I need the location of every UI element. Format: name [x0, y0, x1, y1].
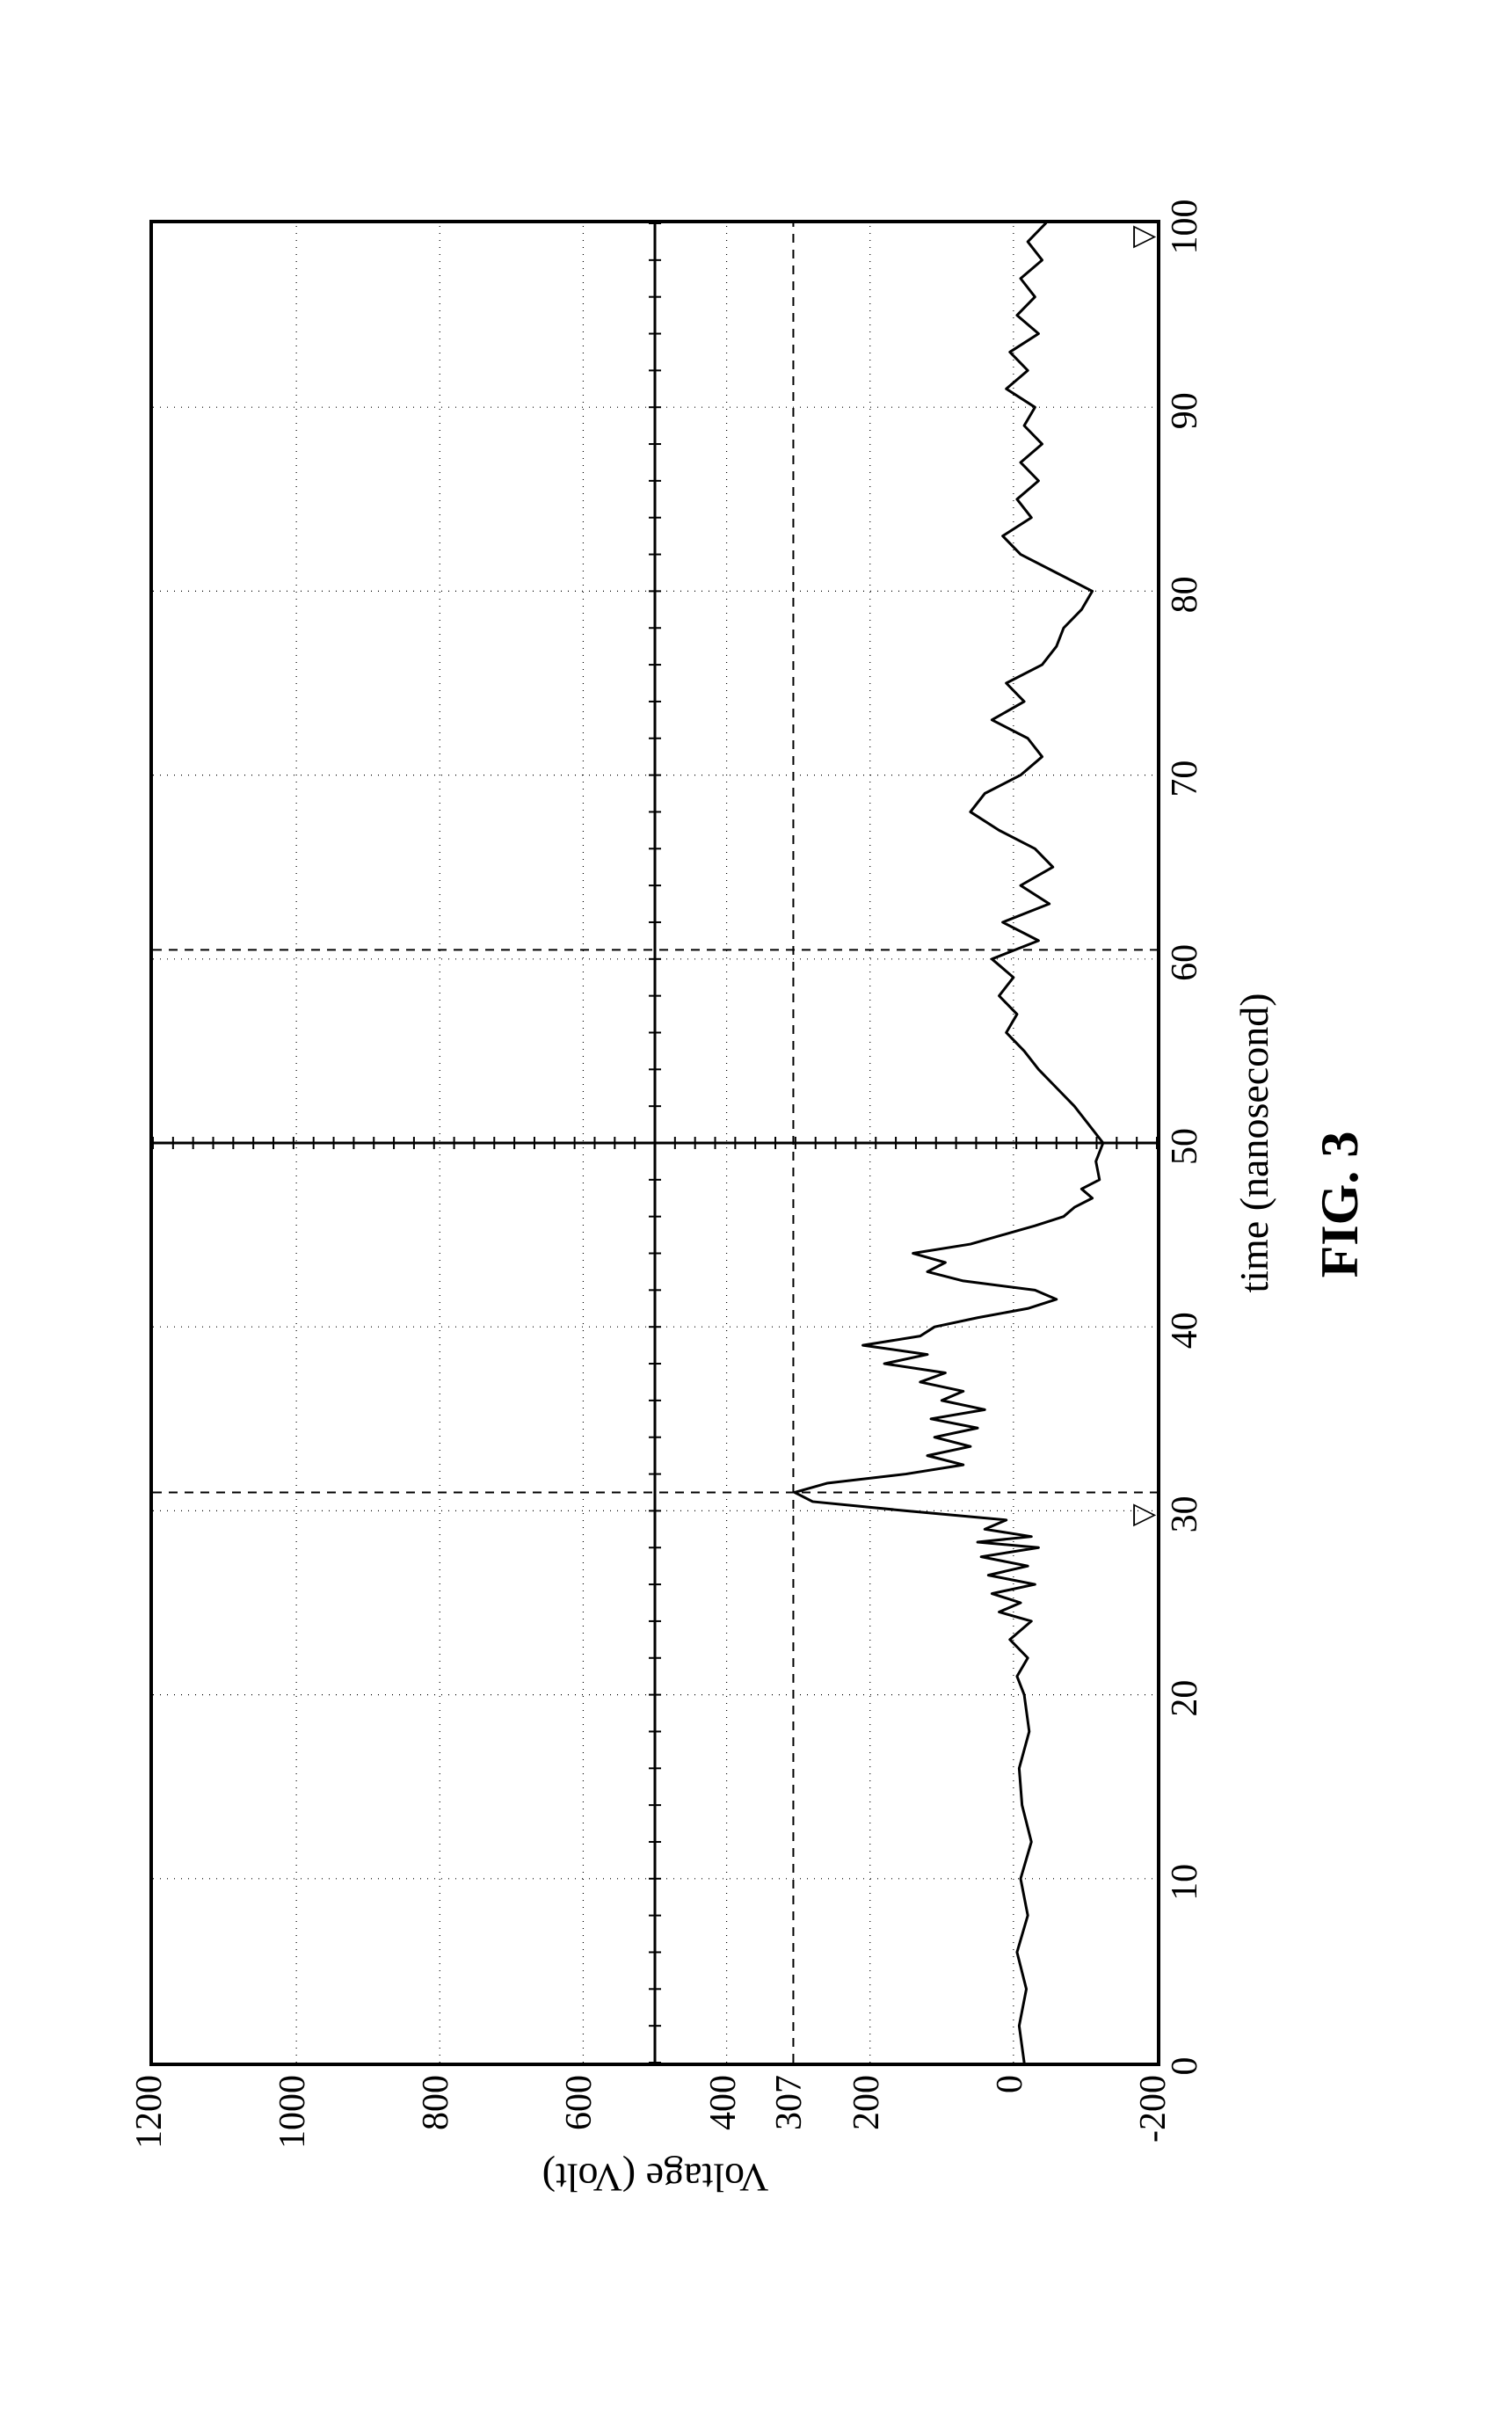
xtick-label: 20	[1164, 1663, 1206, 1734]
figure-caption: FIG. 3	[1310, 149, 1370, 2260]
y-axis-label-text: Voltage (Volt)	[542, 2154, 768, 2201]
xtick-label: 60	[1164, 928, 1206, 998]
x-axis-label: time (nanosecond)	[1231, 220, 1277, 2066]
xtick-label: 70	[1164, 744, 1206, 814]
y-axis-label: Voltage (Volt)	[149, 2158, 1160, 2198]
xtick-label: 40	[1164, 1295, 1206, 1365]
chart-container: -200020030740060080010001200 01020304050…	[97, 149, 1415, 2260]
xtick-label: 80	[1164, 559, 1206, 630]
xtick-label: 30	[1164, 1479, 1206, 1549]
xtick-label: 50	[1164, 1111, 1206, 1182]
plot-frame	[149, 220, 1160, 2066]
plot-svg	[153, 223, 1157, 2063]
xtick-label: 90	[1164, 375, 1206, 446]
xtick-label: 100	[1164, 192, 1206, 262]
triangle-marker-icon: ▽	[1129, 225, 1159, 248]
page: -200020030740060080010001200 01020304050…	[0, 0, 1512, 2409]
xtick-label: 0	[1164, 2031, 1206, 2101]
triangle-marker-icon: ▽	[1129, 1503, 1159, 1526]
xtick-label: 10	[1164, 1847, 1206, 1918]
